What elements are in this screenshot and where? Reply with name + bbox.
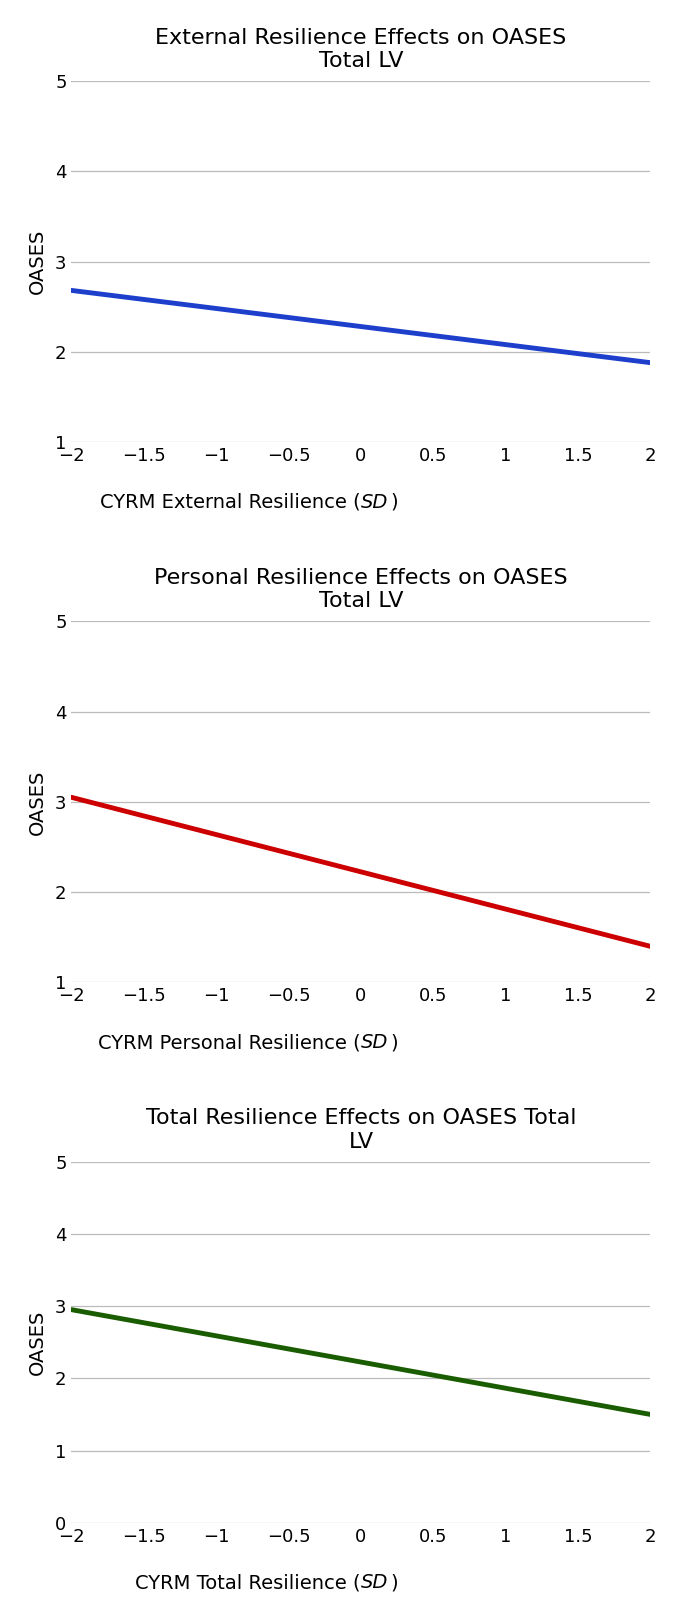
Text: CYRM Total Resilience (: CYRM Total Resilience (: [135, 1574, 361, 1592]
Title: Personal Resilience Effects on OASES
Total LV: Personal Resilience Effects on OASES Tot…: [154, 567, 568, 611]
Text: SD: SD: [361, 493, 389, 512]
Text: ): ): [391, 1033, 399, 1052]
Text: CYRM Personal Resilience (: CYRM Personal Resilience (: [98, 1033, 361, 1052]
Text: CYRM External Resilience (: CYRM External Resilience (: [101, 493, 361, 512]
Y-axis label: OASES: OASES: [28, 229, 47, 293]
Text: ): ): [391, 1574, 399, 1592]
Text: SD: SD: [361, 1033, 389, 1052]
Text: SD: SD: [361, 1574, 389, 1592]
Title: External Resilience Effects on OASES
Total LV: External Resilience Effects on OASES Tot…: [155, 28, 566, 71]
Y-axis label: OASES: OASES: [28, 1310, 47, 1375]
Text: ): ): [391, 493, 399, 512]
Title: Total Resilience Effects on OASES Total
LV: Total Resilience Effects on OASES Total …: [146, 1109, 576, 1151]
Y-axis label: OASES: OASES: [28, 768, 47, 835]
